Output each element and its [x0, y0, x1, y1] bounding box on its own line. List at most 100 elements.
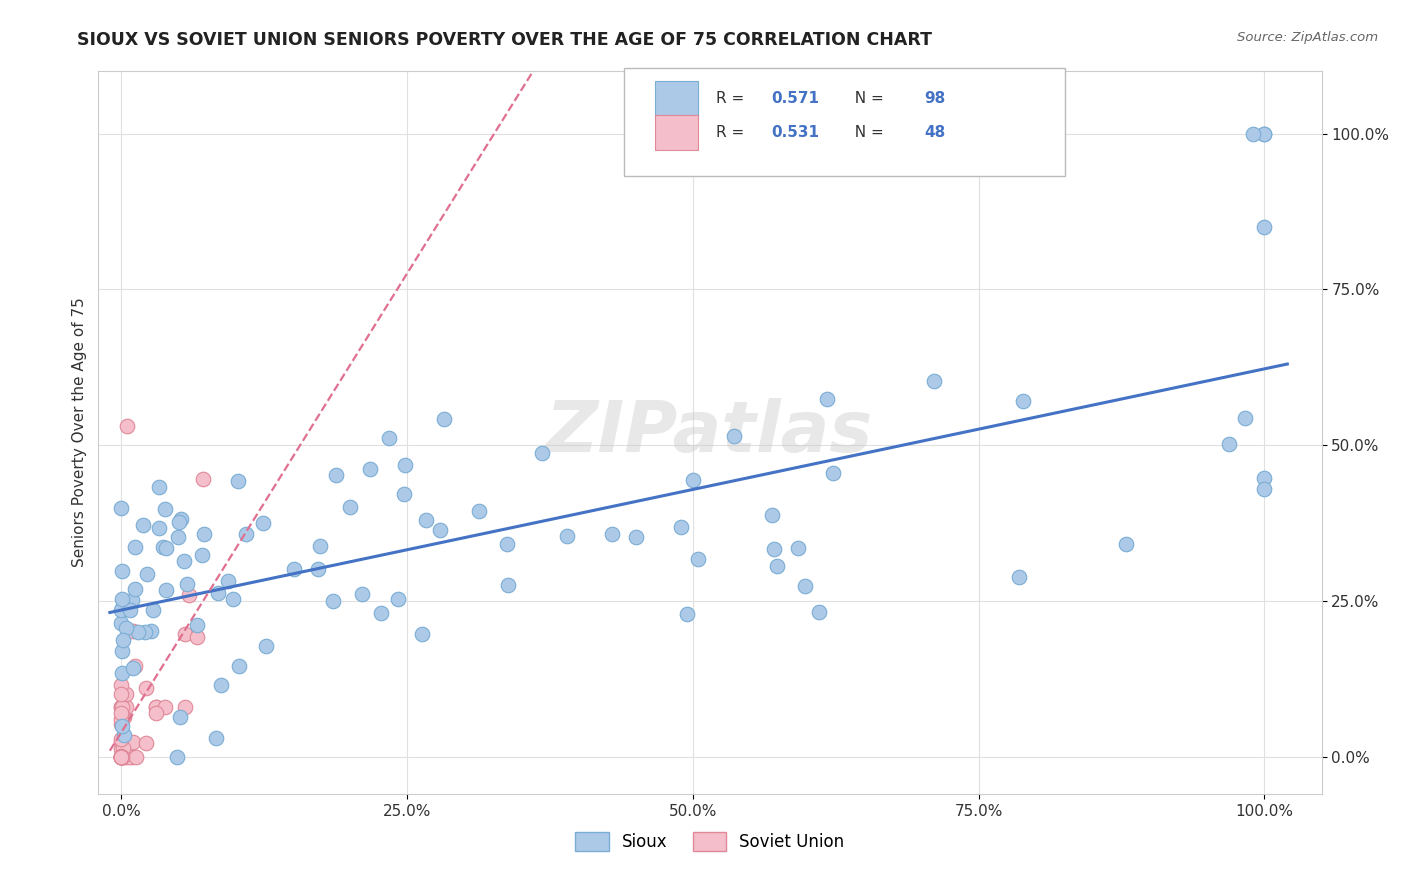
- Point: [110, 749, 132, 764]
- Point: [624, 530, 647, 544]
- Point: [1241, 127, 1264, 141]
- Point: [111, 707, 134, 722]
- Point: [121, 593, 143, 607]
- Legend: Sioux, Soviet Union: Sioux, Soviet Union: [569, 825, 851, 858]
- Point: [322, 594, 344, 608]
- Point: [135, 735, 157, 749]
- Point: [112, 710, 135, 724]
- Text: N =: N =: [845, 91, 889, 106]
- Point: [118, 603, 141, 617]
- Point: [821, 467, 844, 481]
- Point: [111, 666, 134, 681]
- Text: SIOUX VS SOVIET UNION SENIORS POVERTY OVER THE AGE OF 75 CORRELATION CHART: SIOUX VS SOVIET UNION SENIORS POVERTY OV…: [77, 31, 932, 49]
- Point: [112, 633, 135, 648]
- Point: [761, 508, 783, 523]
- Point: [110, 616, 132, 631]
- Point: [723, 429, 745, 443]
- Point: [148, 520, 170, 534]
- Point: [688, 551, 710, 566]
- Point: [307, 562, 329, 576]
- Point: [152, 540, 174, 554]
- Point: [1253, 127, 1275, 141]
- Point: [496, 536, 519, 550]
- Point: [1115, 537, 1137, 551]
- Point: [111, 749, 134, 764]
- Point: [387, 592, 409, 607]
- Point: [110, 749, 132, 764]
- Point: [110, 742, 132, 756]
- Point: [145, 706, 167, 721]
- Point: [110, 712, 132, 726]
- Point: [111, 749, 134, 764]
- Point: [1253, 482, 1275, 496]
- Point: [115, 749, 138, 764]
- Point: [111, 592, 134, 607]
- Point: [145, 699, 167, 714]
- Point: [815, 392, 838, 407]
- Point: [112, 741, 135, 756]
- Point: [193, 527, 215, 541]
- Point: [111, 749, 134, 764]
- Point: [411, 627, 433, 641]
- Point: [110, 749, 132, 764]
- Point: [153, 699, 176, 714]
- Point: [110, 749, 132, 764]
- Point: [110, 732, 132, 747]
- Point: [1253, 220, 1275, 235]
- Point: [254, 639, 277, 653]
- Point: [1253, 471, 1275, 485]
- Point: [675, 607, 697, 621]
- Point: [110, 501, 132, 516]
- Point: [155, 541, 177, 555]
- Point: [179, 588, 201, 602]
- Text: 0.531: 0.531: [772, 125, 820, 140]
- Point: [394, 458, 416, 472]
- Point: [111, 644, 134, 658]
- Point: [110, 749, 132, 764]
- Point: [167, 516, 190, 530]
- Text: 98: 98: [924, 91, 945, 106]
- Point: [176, 577, 198, 591]
- Text: R =: R =: [716, 125, 749, 140]
- Point: [110, 718, 132, 732]
- Point: [121, 661, 143, 675]
- Point: [110, 734, 132, 748]
- Point: [131, 517, 153, 532]
- Point: [793, 579, 815, 593]
- Point: [112, 599, 135, 613]
- Point: [142, 602, 165, 616]
- Point: [166, 749, 188, 764]
- Point: [114, 699, 136, 714]
- Point: [1008, 570, 1031, 584]
- Text: 48: 48: [924, 125, 945, 140]
- Point: [204, 731, 226, 745]
- Point: [124, 582, 146, 596]
- Point: [1011, 394, 1033, 409]
- Point: [359, 462, 381, 476]
- Text: N =: N =: [845, 125, 889, 140]
- Point: [763, 541, 786, 556]
- Point: [283, 562, 305, 576]
- Point: [228, 659, 250, 673]
- Point: [111, 699, 134, 714]
- Text: Source: ZipAtlas.com: Source: ZipAtlas.com: [1237, 31, 1378, 45]
- Point: [429, 523, 451, 537]
- Point: [110, 678, 132, 692]
- Point: [173, 699, 195, 714]
- Point: [392, 486, 415, 500]
- Point: [124, 659, 146, 673]
- Point: [1218, 437, 1240, 451]
- Point: [766, 559, 789, 574]
- Point: [602, 527, 624, 541]
- Point: [173, 553, 195, 567]
- FancyBboxPatch shape: [655, 115, 697, 150]
- Point: [173, 626, 195, 640]
- Point: [122, 735, 145, 749]
- Point: [339, 500, 361, 514]
- Point: [135, 681, 157, 696]
- Point: [155, 583, 177, 598]
- Point: [226, 474, 249, 488]
- Point: [110, 687, 132, 701]
- FancyBboxPatch shape: [655, 81, 697, 116]
- Point: [186, 618, 208, 632]
